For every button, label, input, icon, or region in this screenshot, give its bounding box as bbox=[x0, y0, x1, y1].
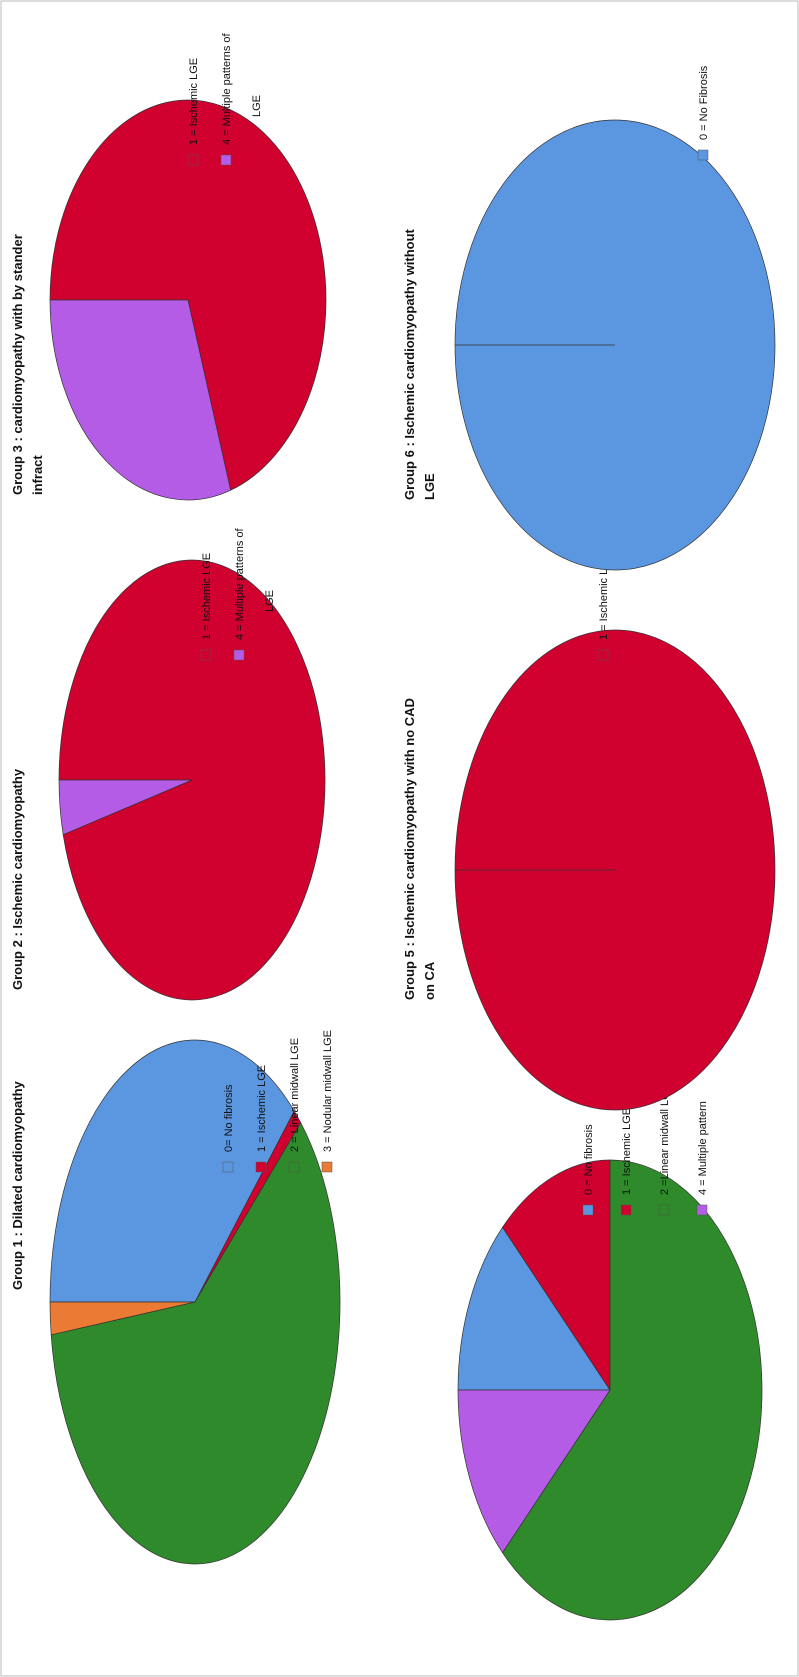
pie-slice bbox=[457, 1389, 611, 1554]
legend-label: 4 = Multiple patterns of bbox=[221, 32, 233, 145]
legend-swatch bbox=[597, 649, 609, 661]
legend-label: 0= No fibrosis bbox=[223, 1084, 235, 1152]
legend-label: 1 = Ischemic LGE bbox=[256, 1065, 268, 1152]
legend-swatch bbox=[200, 649, 212, 661]
pie-slice bbox=[454, 119, 776, 571]
legend-swatch bbox=[187, 154, 199, 166]
chart-title: infract bbox=[30, 455, 45, 495]
legend-label: 2 = Linear midwall LGE bbox=[289, 1038, 301, 1152]
pie-slice bbox=[457, 1226, 611, 1391]
chart-title: Group 2 : Ischemic cardiomyopathy bbox=[10, 768, 25, 990]
chart-title: Group 1 : Dilated cardiomyopathy bbox=[10, 1080, 25, 1290]
pie-slice bbox=[454, 629, 776, 1111]
chart-title: Group 3 : cardiomyopathy with by stander bbox=[10, 234, 25, 495]
chart-title: LGE bbox=[422, 473, 437, 500]
chart-title: on CA bbox=[422, 961, 437, 1000]
legend-label: 0 = No Fibrosis bbox=[698, 65, 710, 140]
legend-swatch bbox=[620, 1204, 632, 1216]
pie-slice bbox=[49, 1039, 295, 1303]
chart-title: Group 5 : Ischemic cardiomyopathy with n… bbox=[402, 698, 417, 1000]
legend-swatch bbox=[288, 1161, 300, 1173]
legend-label: 4 = Multiple pattern bbox=[697, 1101, 709, 1195]
legend-swatch bbox=[222, 1161, 234, 1173]
legend-swatch bbox=[697, 149, 709, 161]
legend-swatch bbox=[658, 1204, 670, 1216]
legend-swatch bbox=[233, 649, 245, 661]
legend-label: 1 = Ischemic LGE bbox=[621, 1108, 633, 1195]
legend-label: 1 = Ischemic LGE bbox=[201, 553, 213, 640]
pie-slice bbox=[49, 99, 327, 491]
legend-label: 1 = Ischemic LGE bbox=[598, 553, 610, 640]
pie-slice bbox=[58, 779, 193, 836]
pie-slice bbox=[49, 299, 232, 501]
legend-swatch bbox=[696, 1204, 708, 1216]
pie-slice bbox=[49, 1301, 196, 1336]
legend-swatch bbox=[220, 154, 232, 166]
legend-label: 2 =Linear midwall LGE bbox=[659, 1084, 671, 1195]
legend-label: 4 = Multiple patterns of bbox=[234, 527, 246, 640]
legend-label: 3 = Nodular midwall LGE bbox=[322, 1030, 334, 1152]
legend-swatch bbox=[321, 1161, 333, 1173]
rotated-panel: Group 1 : Dilated cardiomyopathy 0= No fi… bbox=[10, 32, 776, 1621]
pie-slice bbox=[502, 1159, 611, 1392]
pie-slice bbox=[50, 1121, 341, 1565]
chart-title: Group 6 : Ischemic cardiomyopathy withou… bbox=[402, 228, 417, 500]
legend-label: LGE bbox=[264, 590, 276, 612]
legend-label: 1 = Ischemic LGE bbox=[188, 58, 200, 145]
legend-label: 0 = No fibrosis bbox=[583, 1124, 595, 1195]
legend-label: LGE bbox=[251, 95, 263, 117]
legend-swatch bbox=[255, 1161, 267, 1173]
legend-swatch bbox=[582, 1204, 594, 1216]
pie-slice bbox=[502, 1159, 763, 1621]
